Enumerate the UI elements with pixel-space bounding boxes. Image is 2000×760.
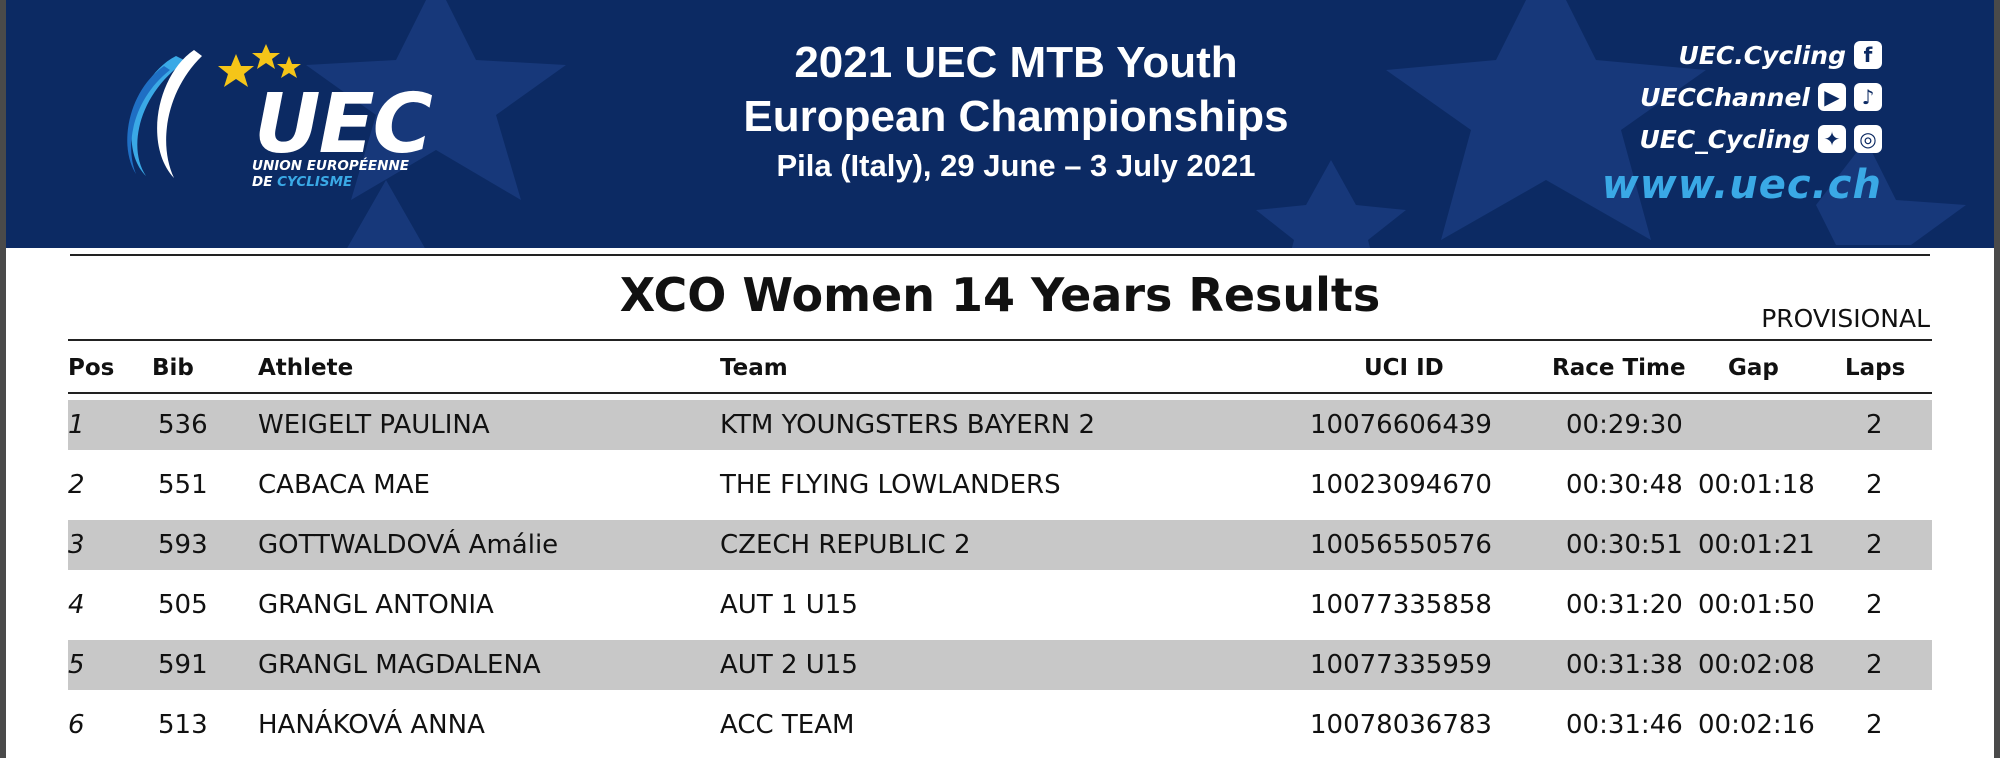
viewer-frame-right <box>1994 0 2000 758</box>
cell-pos: 1 <box>68 410 85 440</box>
cell-team: AUT 1 U15 <box>720 590 858 620</box>
cell-team: CZECH REPUBLIC 2 <box>720 530 971 560</box>
logo-subtitle-2-highlight: CYCLISME <box>277 174 353 190</box>
youtube-icon: ▶ <box>1818 83 1846 111</box>
col-race-time: Race Time <box>1552 355 1686 381</box>
cell-uci-id: 10077335858 <box>1310 590 1492 620</box>
cell-bib: 591 <box>158 650 208 680</box>
cell-race-time: 00:30:51 <box>1566 530 1683 560</box>
cell-uci-id: 10077335959 <box>1310 650 1492 680</box>
cell-uci-id: 10078036783 <box>1310 710 1492 740</box>
table-row: 6 513 HANÁKOVÁ ANNA ACC TEAM 10078036783… <box>0 700 2000 760</box>
social-row-facebook: UEC.Cycling f <box>1602 34 1882 76</box>
table-row: 5 591 GRANGL MAGDALENA AUT 2 U15 1007733… <box>0 640 2000 700</box>
cell-bib: 505 <box>158 590 208 620</box>
logo-subtitle-2-prefix: DE <box>252 174 273 190</box>
cell-pos: 3 <box>68 530 85 560</box>
website-url: www.uec.ch <box>1601 162 1882 208</box>
cell-race-time: 00:31:46 <box>1566 710 1683 740</box>
table-header: Pos Bib Athlete Team UCI ID Race Time Ga… <box>0 346 2000 390</box>
cell-team: ACC TEAM <box>720 710 855 740</box>
cell-pos: 6 <box>68 710 85 740</box>
cell-race-time: 00:31:38 <box>1566 650 1683 680</box>
cell-pos: 4 <box>68 590 85 620</box>
cell-pos: 5 <box>68 650 85 680</box>
tiktok-icon: ♪ <box>1854 83 1882 111</box>
cell-race-time: 00:31:20 <box>1566 590 1683 620</box>
facebook-icon: f <box>1854 41 1882 69</box>
results-table: 1 536 WEIGELT PAULINA KTM YOUNGSTERS BAY… <box>0 400 2000 760</box>
table-row: 1 536 WEIGELT PAULINA KTM YOUNGSTERS BAY… <box>0 400 2000 460</box>
col-team: Team <box>720 355 788 381</box>
col-pos: Pos <box>68 355 115 381</box>
results-title: XCO Women 14 Years Results <box>619 268 1381 322</box>
cell-athlete: WEIGELT PAULINA <box>258 410 490 440</box>
status-label: PROVISIONAL <box>1761 304 1930 333</box>
background-stars <box>306 0 1966 248</box>
cell-athlete: GRANGL ANTONIA <box>258 590 494 620</box>
logo-subtitle-2: DE CYCLISME <box>252 174 353 190</box>
cell-laps: 2 <box>1866 650 1883 680</box>
cell-bib: 513 <box>158 710 208 740</box>
cell-race-time: 00:29:30 <box>1566 410 1683 440</box>
cell-laps: 2 <box>1866 590 1883 620</box>
col-laps: Laps <box>1845 355 1906 381</box>
event-title-line-2: European Championships <box>743 92 1289 141</box>
cell-bib: 551 <box>158 470 208 500</box>
viewer-frame-left <box>0 0 6 758</box>
table-row: 2 551 CABACA MAE THE FLYING LOWLANDERS 1… <box>0 460 2000 520</box>
cell-laps: 2 <box>1866 710 1883 740</box>
cell-race-time: 00:30:48 <box>1566 470 1683 500</box>
social-handle: UECChannel <box>1640 82 1810 112</box>
social-row-twitter: UEC_Cycling ✦ ◎ <box>1602 118 1882 160</box>
social-handle: UEC_Cycling <box>1639 124 1810 154</box>
cell-bib: 593 <box>158 530 208 560</box>
event-title: 2021 UEC MTB Youth European Championship… <box>616 36 1416 186</box>
header-rule-top <box>68 339 1932 341</box>
social-row-youtube: UECChannel ▶ ♪ <box>1602 76 1882 118</box>
cell-laps: 2 <box>1866 470 1883 500</box>
twitter-icon: ✦ <box>1818 125 1846 153</box>
cell-gap: 00:01:50 <box>1698 590 1815 620</box>
instagram-icon: ◎ <box>1854 125 1882 153</box>
col-athlete: Athlete <box>258 355 354 381</box>
event-title-line-1: 2021 UEC MTB Youth <box>794 38 1238 87</box>
event-location-dates: Pila (Italy), 29 June – 3 July 2021 <box>776 148 1256 183</box>
cell-gap: 00:01:21 <box>1698 530 1815 560</box>
table-row: 4 505 GRANGL ANTONIA AUT 1 U15 100773358… <box>0 580 2000 640</box>
header-banner: UEC UNION EUROPÉENNE DE CYCLISME 2021 UE… <box>6 0 1994 248</box>
cell-athlete: GOTTWALDOVÁ Amálie <box>258 530 559 560</box>
title-rule <box>70 254 1930 256</box>
col-uci-id: UCI ID <box>1364 355 1444 381</box>
cell-gap: 00:01:18 <box>1698 470 1815 500</box>
cell-team: KTM YOUNGSTERS BAYERN 2 <box>720 410 1096 440</box>
cell-laps: 2 <box>1866 410 1883 440</box>
cell-gap: 00:02:16 <box>1698 710 1815 740</box>
social-handle: UEC.Cycling <box>1678 40 1846 70</box>
cell-uci-id: 10076606439 <box>1310 410 1492 440</box>
cell-laps: 2 <box>1866 530 1883 560</box>
cell-pos: 2 <box>68 470 85 500</box>
cell-bib: 536 <box>158 410 208 440</box>
cell-team: AUT 2 U15 <box>720 650 858 680</box>
cell-team: THE FLYING LOWLANDERS <box>720 470 1061 500</box>
header-rule-bottom <box>68 392 1932 394</box>
social-links: UEC.Cycling f UECChannel ▶ ♪ UEC_Cycling… <box>1602 34 1882 208</box>
logo-subtitle-1: UNION EUROPÉENNE <box>252 158 409 174</box>
cell-uci-id: 10023094670 <box>1310 470 1492 500</box>
cell-uci-id: 10056550576 <box>1310 530 1492 560</box>
cell-gap: 00:02:08 <box>1698 650 1815 680</box>
col-bib: Bib <box>152 355 194 381</box>
cell-athlete: CABACA MAE <box>258 470 430 500</box>
cell-athlete: HANÁKOVÁ ANNA <box>258 710 485 740</box>
uec-logo: UEC UNION EUROPÉENNE DE CYCLISME <box>106 36 446 189</box>
table-row: 3 593 GOTTWALDOVÁ Amálie CZECH REPUBLIC … <box>0 520 2000 580</box>
col-gap: Gap <box>1728 355 1779 381</box>
logo-text: UEC <box>254 77 433 172</box>
cell-athlete: GRANGL MAGDALENA <box>258 650 541 680</box>
uec-logo-swoosh-icon <box>127 44 301 178</box>
